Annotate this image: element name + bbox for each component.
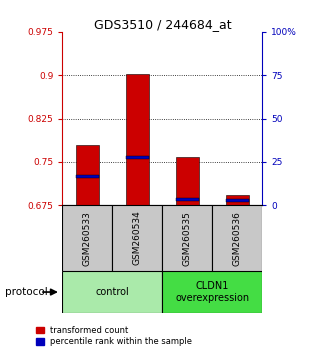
Bar — [76, 144, 99, 205]
Bar — [163, 271, 262, 313]
Bar — [126, 74, 149, 205]
Bar — [112, 205, 162, 271]
Text: GSM260535: GSM260535 — [183, 211, 192, 266]
Bar — [212, 205, 262, 271]
Text: CLDN1
overexpression: CLDN1 overexpression — [175, 281, 250, 303]
Text: protocol: protocol — [5, 287, 48, 297]
Legend: transformed count, percentile rank within the sample: transformed count, percentile rank withi… — [36, 326, 192, 346]
Bar — [176, 198, 199, 201]
Text: control: control — [96, 287, 129, 297]
Text: GSM260533: GSM260533 — [83, 211, 92, 266]
Bar — [126, 156, 149, 159]
Bar — [163, 205, 212, 271]
Bar — [176, 157, 199, 205]
Title: GDS3510 / 244684_at: GDS3510 / 244684_at — [93, 18, 231, 31]
Bar — [62, 271, 162, 313]
Text: GSM260534: GSM260534 — [133, 211, 142, 266]
Bar — [62, 205, 112, 271]
Bar — [226, 195, 249, 205]
Text: GSM260536: GSM260536 — [233, 211, 242, 266]
Bar — [76, 175, 99, 178]
Bar — [226, 199, 249, 202]
